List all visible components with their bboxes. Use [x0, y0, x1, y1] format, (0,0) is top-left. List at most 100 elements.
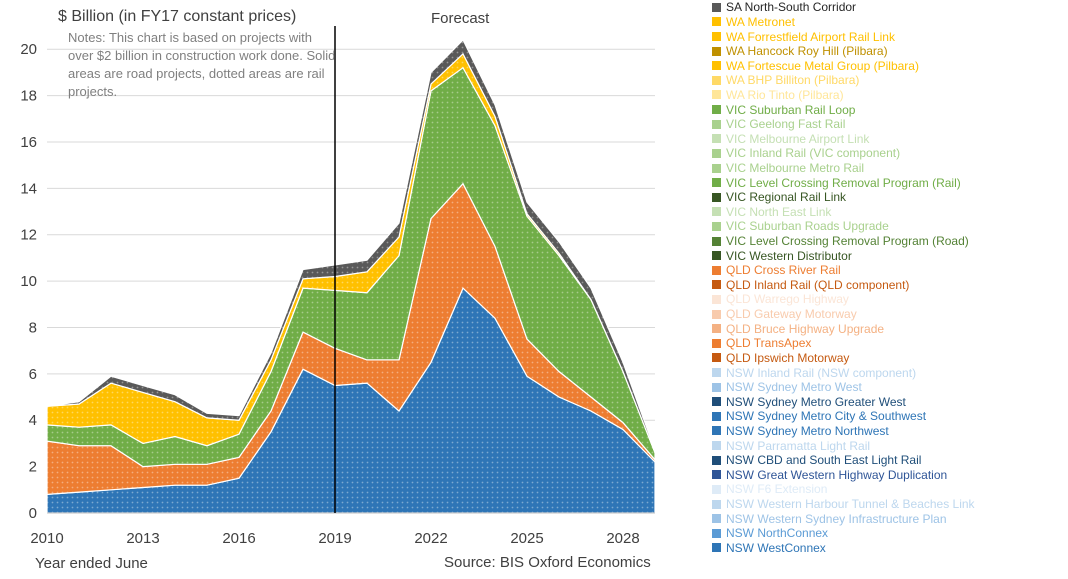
- legend-item: VIC Regional Rail Link: [712, 190, 1068, 205]
- legend-label: VIC North East Link: [726, 204, 832, 219]
- legend-item: VIC Level Crossing Removal Program (Road…: [712, 234, 1068, 249]
- legend-swatch: [712, 105, 721, 115]
- legend-item: NSW Sydney Metro Northwest: [712, 424, 1068, 439]
- legend-swatch: [712, 134, 721, 144]
- legend-swatch: [712, 2, 721, 12]
- legend-label: WA Hancock Roy Hill (Pilbara): [726, 44, 888, 59]
- legend-item: VIC Melbourne Metro Rail: [712, 161, 1068, 176]
- area-texture-qld: [47, 183, 655, 495]
- legend-item: QLD Gateway Motorway: [712, 307, 1068, 322]
- legend-label: NSW Western Harbour Tunnel & Beaches Lin…: [726, 497, 975, 512]
- x-axis-label: Year ended June: [35, 555, 148, 572]
- legend-item: NSW Sydney Metro West: [712, 380, 1068, 395]
- legend-label: NSW F6 Extension: [726, 482, 828, 497]
- legend-swatch: [712, 207, 721, 217]
- legend-item: NSW Inland Rail (NSW component): [712, 365, 1068, 380]
- legend-item: NSW Sydney Metro Greater West: [712, 394, 1068, 409]
- legend-label: QLD Gateway Motorway: [726, 307, 857, 322]
- legend-item: NSW CBD and South East Light Rail: [712, 453, 1068, 468]
- legend-label: WA BHP Billiton (Pilbara): [726, 73, 860, 88]
- source-label: Source: BIS Oxford Economics: [444, 554, 651, 571]
- chart-notes: Notes: This chart is based on projects w…: [68, 30, 339, 99]
- legend-item: WA Hancock Roy Hill (Pilbara): [712, 44, 1068, 59]
- legend-swatch: [712, 46, 721, 56]
- legend-swatch: [712, 514, 721, 524]
- notes-line: Notes: This chart is based on projects w…: [68, 30, 312, 45]
- legend-swatch: [712, 236, 721, 246]
- legend-swatch: [712, 163, 721, 173]
- legend-swatch: [712, 441, 721, 451]
- legend-label: QLD TransApex: [726, 336, 812, 351]
- legend-label: WA Metronet: [726, 14, 795, 29]
- legend-label: QLD Bruce Highway Upgrade: [726, 321, 885, 336]
- legend-swatch: [712, 17, 721, 27]
- legend-label: NSW Western Sydney Infrastructure Plan: [726, 511, 947, 526]
- x-tick-label: 2022: [414, 530, 447, 547]
- notes-line: areas are road projects, dotted areas ar…: [68, 66, 325, 81]
- legend-label: VIC Suburban Roads Upgrade: [726, 219, 889, 234]
- legend-item: VIC North East Link: [712, 205, 1068, 220]
- y-tick-label: 16: [20, 134, 37, 151]
- y-tick-label: 12: [20, 227, 37, 244]
- legend-swatch: [712, 470, 721, 480]
- legend-swatch: [712, 368, 721, 378]
- legend-swatch: [712, 251, 721, 261]
- legend-label: VIC Suburban Rail Loop: [726, 102, 856, 117]
- legend-item: WA BHP Billiton (Pilbara): [712, 73, 1068, 88]
- legend-swatch: [712, 411, 721, 421]
- legend-swatch: [712, 484, 721, 494]
- legend-swatch: [712, 397, 721, 407]
- legend-swatch: [712, 426, 721, 436]
- area-texture-wa: [47, 53, 655, 453]
- legend-label: NSW Sydney Metro City & Southwest: [726, 409, 927, 424]
- legend-item: NSW F6 Extension: [712, 482, 1068, 497]
- legend-label: VIC Western Distributor: [726, 248, 852, 263]
- y-tick-label: 6: [29, 366, 37, 383]
- x-tick-label: 2013: [126, 530, 159, 547]
- legend-label: QLD Ipswich Motorway: [726, 350, 850, 365]
- legend-item: SA North-South Corridor: [712, 0, 1068, 15]
- y-tick-label: 20: [20, 41, 37, 58]
- legend-swatch: [712, 324, 721, 334]
- notes-line: projects.: [68, 84, 117, 99]
- legend-label: NSW Parramatta Light Rail: [726, 438, 871, 453]
- legend-item: WA Metronet: [712, 15, 1068, 30]
- y-tick-label: 14: [20, 180, 37, 197]
- x-tick-label: 2028: [606, 530, 639, 547]
- legend-item: NSW Western Sydney Infrastructure Plan: [712, 511, 1068, 526]
- legend-item: QLD Warrego Highway: [712, 292, 1068, 307]
- legend-label: VIC Melbourne Metro Rail: [726, 161, 865, 175]
- y-tick-labels: 0 2 4 6 8 10 12 14 16 18 20: [20, 41, 37, 522]
- legend-item: NSW WestConnex: [712, 541, 1068, 556]
- legend-label: VIC Level Crossing Removal Program (Road…: [726, 234, 969, 249]
- legend-swatch: [712, 499, 721, 509]
- legend-label: NSW CBD and South East Light Rail: [726, 453, 922, 468]
- legend-swatch: [712, 543, 721, 553]
- legend-item: QLD Inland Rail (QLD component): [712, 278, 1068, 293]
- legend-label: WA Rio Tinto (Pilbara): [726, 87, 844, 102]
- legend-label: VIC Melbourne Airport Link: [726, 131, 870, 146]
- legend-label: VIC Level Crossing Removal Program (Rail…: [726, 175, 961, 190]
- legend-swatch: [712, 353, 721, 363]
- legend-item: NSW Parramatta Light Rail: [712, 438, 1068, 453]
- legend: SA North-South Corridor WA Metronet WA For…: [712, 0, 1068, 555]
- legend-label: WA Forrestfield Airport Rail Link: [726, 29, 895, 44]
- forecast-label: Forecast: [431, 10, 490, 27]
- legend-label: NSW WestConnex: [726, 540, 826, 555]
- legend-label: WA Fortescue Metal Group (Pilbara): [726, 58, 919, 73]
- legend-item: VIC Geelong Fast Rail: [712, 117, 1068, 132]
- legend-item: WA Rio Tinto (Pilbara): [712, 88, 1068, 103]
- area-texture-nsw: [47, 288, 655, 513]
- legend-label: QLD Warrego Highway: [726, 292, 849, 307]
- legend-swatch: [712, 192, 721, 202]
- legend-item: QLD TransApex: [712, 336, 1068, 351]
- x-tick-label: 2025: [510, 530, 543, 547]
- legend-item: VIC Melbourne Airport Link: [712, 131, 1068, 146]
- legend-label: NSW Sydney Metro Northwest: [726, 423, 889, 438]
- legend-label: VIC Inland Rail (VIC component): [726, 146, 901, 161]
- legend-swatch: [712, 265, 721, 275]
- legend-label: NSW Sydney Metro Greater West: [726, 394, 906, 409]
- legend-label: NSW Inland Rail (NSW component): [726, 365, 917, 380]
- legend-item: NSW Great Western Highway Duplication: [712, 468, 1068, 483]
